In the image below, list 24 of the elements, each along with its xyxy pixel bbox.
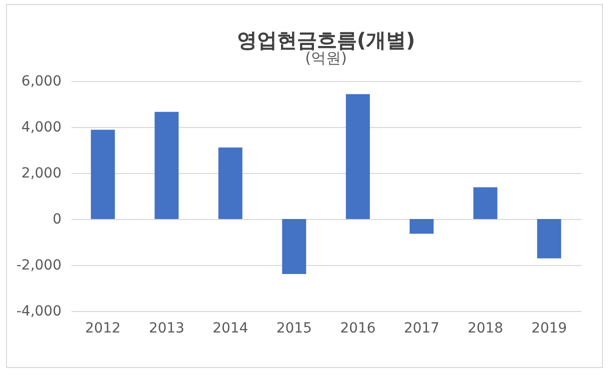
x-tick-label: 2019 — [531, 320, 567, 336]
y-tick-label: 6,000 — [21, 74, 62, 90]
y-tick-label: -2,000 — [16, 258, 62, 274]
x-tick-label: 2016 — [340, 320, 376, 336]
bar — [154, 112, 179, 219]
text: (억원) — [305, 49, 347, 67]
x-tick-label: 2018 — [468, 320, 504, 336]
x-tick-label: 2015 — [276, 320, 312, 336]
y-tick-label: 4,000 — [21, 120, 62, 136]
x-tick-label: 2013 — [148, 320, 184, 336]
chart-title: 영업현금흐름(개별) — [236, 28, 416, 52]
bar — [282, 219, 306, 274]
bar — [346, 94, 370, 219]
bar — [90, 130, 115, 219]
bar — [537, 219, 562, 258]
x-tick-label: 2012 — [85, 320, 121, 336]
bar — [218, 147, 242, 219]
x-tick-label: 2014 — [212, 320, 248, 336]
x-tick-label: 2017 — [404, 320, 440, 336]
bar — [410, 219, 434, 234]
y-tick-label: -4,000 — [16, 304, 62, 320]
y-tick-label: 0 — [52, 212, 62, 228]
bar — [473, 187, 498, 219]
y-tick-label: 2,000 — [21, 166, 62, 182]
